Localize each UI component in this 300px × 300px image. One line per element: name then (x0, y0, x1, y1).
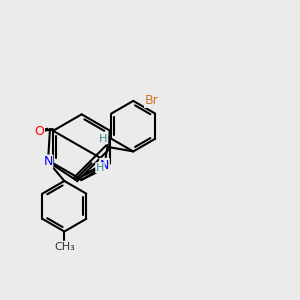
Text: CH₃: CH₃ (54, 242, 75, 252)
Text: O: O (34, 125, 44, 138)
Text: N: N (43, 155, 53, 168)
Text: N: N (100, 158, 109, 172)
Text: Br: Br (145, 94, 158, 107)
Text: H: H (96, 163, 104, 173)
Text: H: H (99, 134, 108, 144)
